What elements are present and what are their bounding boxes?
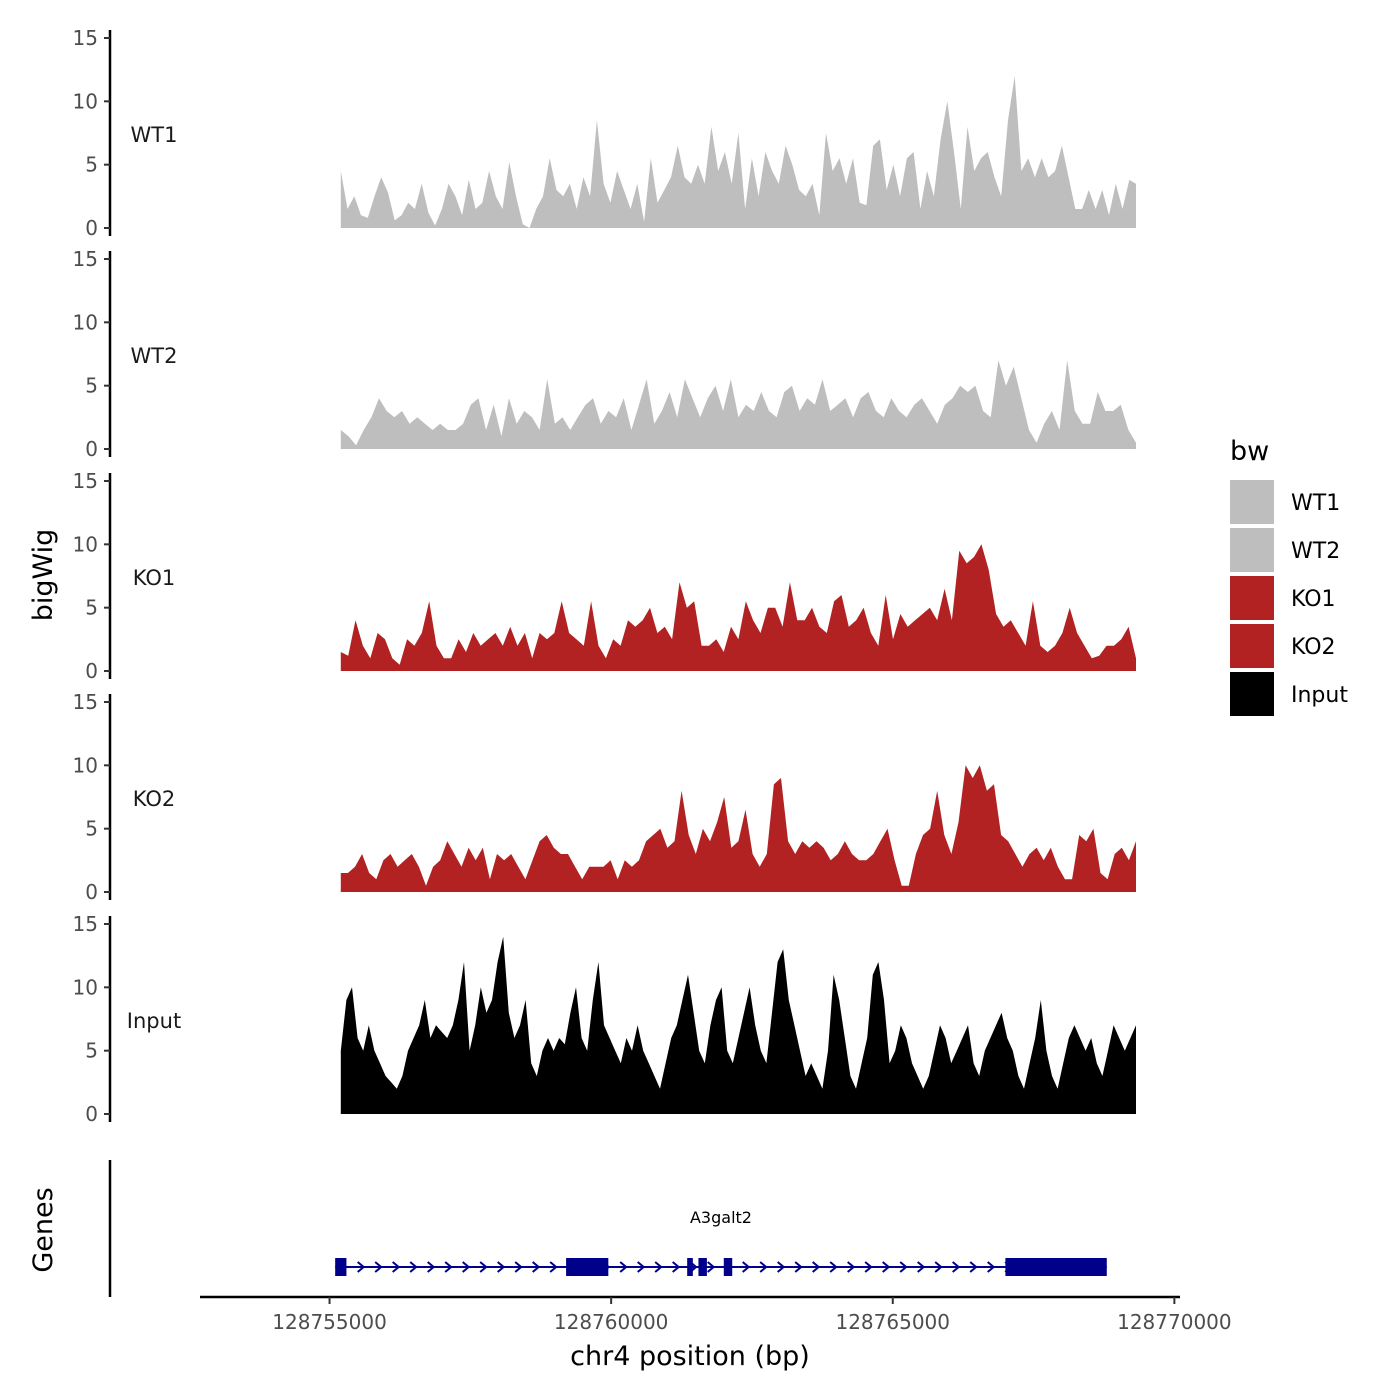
strand-arrow xyxy=(619,1261,628,1273)
strand-arrow xyxy=(847,1261,856,1273)
strand-arrow xyxy=(654,1261,663,1273)
y-tick-label: 5 xyxy=(85,374,98,398)
legend-label-input: Input xyxy=(1291,683,1348,708)
strand-arrow xyxy=(374,1261,383,1273)
legend-key-ko1 xyxy=(1230,576,1274,620)
strand-arrow xyxy=(427,1261,436,1273)
strand-arrow xyxy=(409,1261,418,1273)
strand-arrow xyxy=(514,1261,523,1273)
track-label-ko1: KO1 xyxy=(133,566,176,590)
y-tick-label: 10 xyxy=(73,753,98,777)
strand-arrow xyxy=(672,1261,681,1273)
tracks-layer: 0 5 10 15 WT1 0 5 10 15 WT2 0 5 10 15 KO1 0 5 10 15 KO2 0 5 10… xyxy=(73,26,1136,1126)
legend-label-wt2: WT2 xyxy=(1291,539,1340,564)
track-panel-ko1: 0 5 10 15 KO1 xyxy=(73,469,1136,683)
strand-arrow xyxy=(987,1261,996,1273)
y-tick-label: 0 xyxy=(85,216,98,240)
y-tick-label: 15 xyxy=(73,469,98,493)
strand-arrow xyxy=(707,1261,716,1273)
y-tick-label: 10 xyxy=(73,975,98,999)
y-tick-label: 10 xyxy=(73,532,98,556)
strand-arrow xyxy=(462,1261,471,1273)
legend-label-ko1: KO1 xyxy=(1291,587,1336,612)
strand-arrow xyxy=(479,1261,488,1273)
y-tick-label: 10 xyxy=(73,89,98,113)
strand-arrow xyxy=(969,1261,978,1273)
gene-name-label: A3galt2 xyxy=(690,1208,752,1227)
legend-label-wt1: WT1 xyxy=(1291,491,1340,516)
legend-key-wt1 xyxy=(1230,480,1274,524)
track-label-wt2: WT2 xyxy=(131,344,178,368)
strand-arrow xyxy=(549,1261,558,1273)
gene-exon xyxy=(1005,1258,1107,1276)
strand-arrow xyxy=(444,1261,453,1273)
y-tick-label: 5 xyxy=(85,1039,98,1063)
strand-arrow xyxy=(532,1261,541,1273)
legend-key-wt2 xyxy=(1230,528,1274,572)
track-panel-input: 0 5 10 15 Input xyxy=(73,912,1136,1126)
legend-key-input xyxy=(1230,672,1274,716)
signal-area-input xyxy=(340,936,1136,1114)
y-tick-label: 10 xyxy=(73,310,98,334)
strand-arrow xyxy=(899,1261,908,1273)
signal-area-wt2 xyxy=(340,360,1136,449)
x-tick-label: 128760000 xyxy=(554,1310,669,1334)
y-tick-label: 5 xyxy=(85,153,98,177)
strand-arrow xyxy=(777,1261,786,1273)
track-label-input: Input xyxy=(127,1009,181,1033)
x-axis-title: chr4 position (bp) xyxy=(570,1341,810,1372)
y-tick-label: 5 xyxy=(85,817,98,841)
signal-area-ko1 xyxy=(340,544,1136,671)
y-tick-label: 0 xyxy=(85,1102,98,1126)
signal-area-wt1 xyxy=(340,76,1136,228)
y-tick-label: 15 xyxy=(73,912,98,936)
strand-arrow xyxy=(637,1261,646,1273)
strand-arrow xyxy=(392,1261,401,1273)
y-tick-label: 15 xyxy=(73,247,98,271)
strand-arrow xyxy=(864,1261,873,1273)
legend-title: bw xyxy=(1230,436,1269,467)
strand-arrow xyxy=(742,1261,751,1273)
signal-area-ko2 xyxy=(340,765,1136,892)
gene-exon xyxy=(698,1258,707,1276)
y-tick-label: 15 xyxy=(73,690,98,714)
x-axis: 128755000 128760000 128765000 128770000 xyxy=(200,1295,1232,1334)
y-tick-label: 0 xyxy=(85,659,98,683)
track-panel-ko2: 0 5 10 15 KO2 xyxy=(73,690,1136,904)
track-panel-wt1: 0 5 10 15 WT1 xyxy=(73,26,1136,240)
strand-arrow xyxy=(829,1261,838,1273)
legend-label-ko2: KO2 xyxy=(1291,635,1336,660)
y-axis-title: bigWig xyxy=(28,529,59,622)
x-tick-label: 128770000 xyxy=(1117,1310,1232,1334)
y-tick-label: 5 xyxy=(85,596,98,620)
gene-exon xyxy=(566,1258,609,1276)
x-tick-label: 128755000 xyxy=(272,1310,387,1334)
gene-exon xyxy=(335,1258,347,1276)
genes-axis-title: Genes xyxy=(28,1187,59,1272)
strand-arrow xyxy=(794,1261,803,1273)
strand-arrow xyxy=(882,1261,891,1273)
y-tick-label: 0 xyxy=(85,437,98,461)
strand-arrow xyxy=(934,1261,943,1273)
strand-arrow xyxy=(497,1261,506,1273)
gene-exon xyxy=(723,1258,733,1276)
y-tick-label: 15 xyxy=(73,26,98,50)
strand-arrow xyxy=(759,1261,768,1273)
gene-exon xyxy=(687,1258,693,1276)
strand-arrow xyxy=(952,1261,961,1273)
strand-arrow xyxy=(917,1261,926,1273)
genes-panel: A3galt2 xyxy=(108,1160,1107,1297)
track-label-ko2: KO2 xyxy=(133,787,176,811)
strand-arrow xyxy=(357,1261,366,1273)
x-tick-label: 128765000 xyxy=(835,1310,950,1334)
legend: bw WT1 WT2 KO1 KO2 Input xyxy=(1230,436,1348,716)
track-label-wt1: WT1 xyxy=(131,123,178,147)
track-panel-wt2: 0 5 10 15 WT2 xyxy=(73,247,1136,461)
y-tick-label: 0 xyxy=(85,880,98,904)
legend-key-ko2 xyxy=(1230,624,1274,668)
strand-arrow xyxy=(812,1261,821,1273)
